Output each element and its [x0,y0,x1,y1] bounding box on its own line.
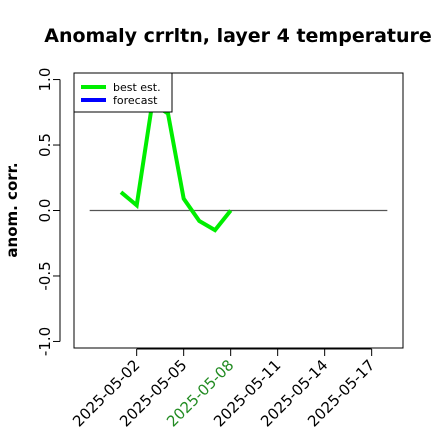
legend-label: best est. [113,81,161,94]
y-tick-label: 1.0 [36,68,54,92]
legend: best est.forecast [73,72,173,113]
legend-box [73,72,173,113]
y-tick-label: -0.5 [36,261,54,290]
plot-frame [73,72,404,349]
plot-layer [89,99,388,233]
y-tick-label: 0.0 [36,199,54,223]
y-axis-label: anom. corr. [3,162,21,257]
legend-label: forecast [113,94,158,107]
series-line-0 [119,99,233,233]
y-tick-label: 0.5 [36,133,54,157]
chart-title: Anomaly crrltn, layer 4 temperature [44,25,432,47]
y-tick-label: -1.0 [36,327,54,356]
